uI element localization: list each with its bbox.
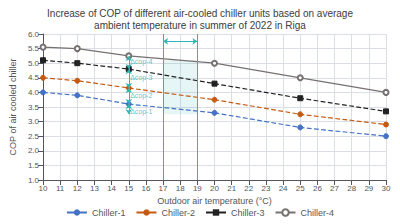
svg-text:23: 23	[262, 184, 271, 193]
svg-text:3.0: 3.0	[28, 117, 40, 126]
svg-text:ambient temperature in summer: ambient temperature in summer of 2022 in…	[94, 20, 306, 31]
svg-text:18: 18	[176, 184, 185, 193]
svg-text:10: 10	[39, 184, 48, 193]
svg-text:2.5: 2.5	[28, 132, 40, 141]
svg-text:Chiller-2: Chiller-2	[161, 208, 195, 218]
svg-text:Chiller-3: Chiller-3	[231, 208, 265, 218]
svg-text:COP of air cooled chiller: COP of air cooled chiller	[8, 59, 18, 156]
svg-text:1.0: 1.0	[27, 175, 39, 185]
svg-text:19: 19	[193, 184, 202, 193]
svg-text:5.5: 5.5	[28, 44, 40, 53]
svg-text:Δcop-3: Δcop-3	[130, 74, 152, 82]
svg-text:25: 25	[296, 184, 305, 193]
svg-text:13: 13	[90, 184, 99, 193]
svg-text:17: 17	[159, 184, 168, 193]
svg-text:Δcop-4: Δcop-4	[130, 58, 152, 66]
svg-text:29: 29	[364, 184, 373, 193]
svg-text:14: 14	[107, 184, 116, 193]
svg-text:6.0: 6.0	[28, 30, 40, 39]
svg-text:22: 22	[244, 184, 253, 193]
svg-text:20: 20	[210, 184, 219, 193]
svg-text:16: 16	[141, 184, 150, 193]
svg-text:4.0: 4.0	[28, 88, 40, 97]
svg-text:2.0: 2.0	[28, 146, 40, 155]
svg-text:Δcop-1: Δcop-1	[130, 108, 152, 116]
svg-text:Outdoor air temperature (°C): Outdoor air temperature (°C)	[157, 196, 272, 206]
svg-text:5.0: 5.0	[28, 59, 40, 68]
svg-text:Chiller-4: Chiller-4	[301, 208, 335, 218]
svg-text:28: 28	[347, 184, 356, 193]
svg-text:Increase of COP of different a: Increase of COP of different air-cooled …	[47, 8, 353, 19]
svg-text:21: 21	[227, 184, 236, 193]
svg-text:15: 15	[124, 184, 133, 193]
svg-text:24: 24	[279, 184, 288, 193]
svg-text:Chiller-1: Chiller-1	[92, 208, 126, 218]
svg-text:12: 12	[73, 184, 82, 193]
svg-text:30: 30	[382, 184, 391, 193]
svg-text:3.5: 3.5	[28, 103, 40, 112]
svg-text:4.5: 4.5	[28, 73, 40, 82]
svg-text:1.5: 1.5	[28, 161, 40, 170]
svg-text:Δcop-2: Δcop-2	[130, 92, 152, 100]
svg-text:27: 27	[330, 184, 339, 193]
svg-text:26: 26	[313, 184, 322, 193]
svg-text:11: 11	[56, 184, 65, 193]
